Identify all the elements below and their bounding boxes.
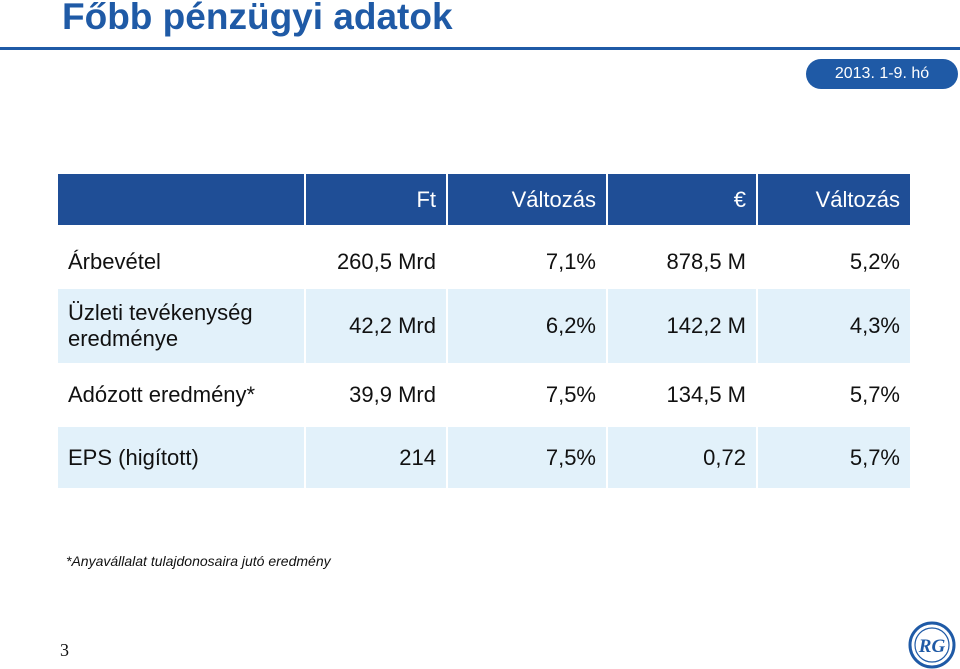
table-row: Üzleti tevékenység eredménye 42,2 Mrd 6,… [58, 289, 910, 363]
value-huf: 42,2 Mrd [306, 289, 448, 363]
title-divider [0, 47, 960, 50]
header-currency-huf: Ft [306, 174, 448, 225]
table-row: Árbevétel 260,5 Mrd 7,1% 878,5 M 5,2% [58, 235, 910, 289]
richter-gedeon-logo-icon: RG [908, 621, 956, 669]
row-label: Adózott eredmény* [58, 363, 306, 427]
table-row: EPS (higított) 214 7,5% 0,72 5,7% [58, 427, 910, 488]
period-badge: 2013. 1-9. hó [806, 59, 958, 89]
change-eur: 4,3% [758, 289, 910, 363]
financial-data-table: Ft Változás € Változás Árbevétel 260,5 M… [58, 174, 910, 488]
change-huf: 7,5% [448, 427, 608, 488]
change-huf: 7,1% [448, 235, 608, 289]
footnote: *Anyavállalat tulajdonosaira jutó eredmé… [66, 553, 331, 569]
row-label: Árbevétel [58, 235, 306, 289]
header-change-huf: Változás [448, 174, 608, 225]
table-header-row: Ft Változás € Változás [58, 174, 910, 225]
change-eur: 5,7% [758, 363, 910, 427]
slide-title: Főbb pénzügyi adatok [62, 0, 453, 37]
value-huf: 214 [306, 427, 448, 488]
header-empty [58, 174, 306, 225]
value-huf: 260,5 Mrd [306, 235, 448, 289]
change-eur: 5,7% [758, 427, 910, 488]
value-huf: 39,9 Mrd [306, 363, 448, 427]
value-eur: 134,5 M [608, 363, 758, 427]
header-currency-eur: € [608, 174, 758, 225]
value-eur: 878,5 M [608, 235, 758, 289]
change-eur: 5,2% [758, 235, 910, 289]
row-label: EPS (higított) [58, 427, 306, 488]
row-label: Üzleti tevékenység eredménye [58, 289, 306, 363]
header-gap [58, 225, 910, 235]
change-huf: 7,5% [448, 363, 608, 427]
table-row: Adózott eredmény* 39,9 Mrd 7,5% 134,5 M … [58, 363, 910, 427]
value-eur: 0,72 [608, 427, 758, 488]
page-number: 3 [60, 640, 69, 660]
logo-lettering: RG [918, 636, 946, 657]
header-change-eur: Változás [758, 174, 910, 225]
change-huf: 6,2% [448, 289, 608, 363]
value-eur: 142,2 M [608, 289, 758, 363]
